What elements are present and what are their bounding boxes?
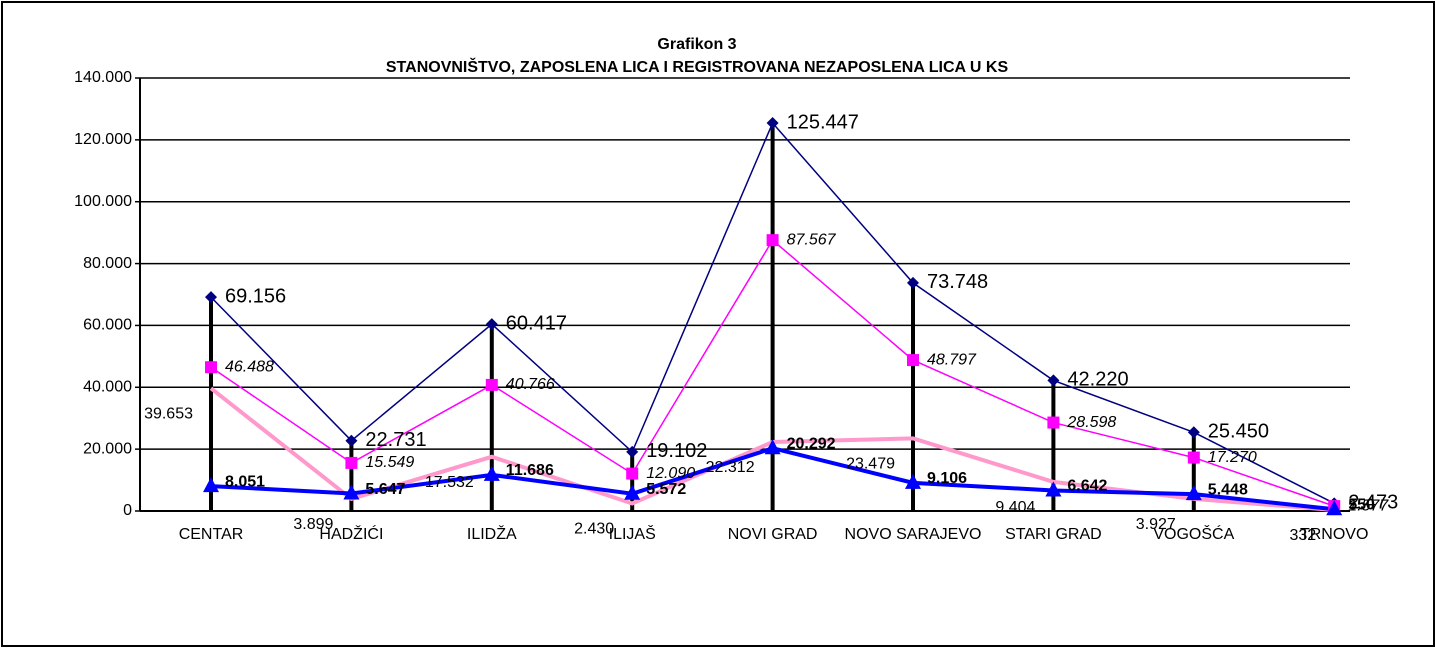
marker <box>1187 451 1200 464</box>
data-label: 73.748 <box>927 271 988 293</box>
data-label: 9.404 <box>995 499 1035 516</box>
data-label: 28.598 <box>1066 414 1116 431</box>
data-label: 69.156 <box>225 285 286 307</box>
data-label: 5.448 <box>1208 481 1248 498</box>
marker <box>345 434 358 447</box>
data-label: 20.292 <box>787 435 836 452</box>
data-label: 332 <box>1289 527 1316 544</box>
x-tick-label: CENTAR <box>179 526 244 543</box>
marker <box>1326 500 1343 516</box>
y-tick-label: 20.000 <box>83 440 132 457</box>
x-tick-label: HADŽIĆI <box>319 524 383 543</box>
marker <box>205 291 217 304</box>
data-label: 11.686 <box>506 462 554 479</box>
marker <box>624 484 641 500</box>
data-label: 3.899 <box>293 516 333 533</box>
data-label: 40.766 <box>506 376 555 393</box>
y-tick-label: 60.000 <box>83 317 132 334</box>
chart-subtitle: STANOVNIŠTVO, ZAPOSLENA LICA I REGISTROV… <box>386 57 1009 76</box>
marker <box>1185 485 1202 501</box>
marker <box>1045 481 1062 497</box>
data-label: 5.647 <box>365 481 405 498</box>
data-label: 17.270 <box>1208 449 1257 466</box>
chart-title: Grafikon 3 <box>657 36 736 53</box>
marker <box>345 456 358 469</box>
marker <box>766 234 779 247</box>
x-tick-label: NOVO SARAJEVO <box>845 526 982 543</box>
x-tick-label: TRNOVO <box>1300 526 1368 543</box>
data-label: 22.312 <box>706 459 755 476</box>
data-label: 6.642 <box>1067 478 1107 495</box>
marker <box>626 467 639 480</box>
data-label: 25.450 <box>1208 421 1269 443</box>
marker <box>205 361 217 374</box>
x-tick-label: VOGOŠĆA <box>1153 524 1234 543</box>
data-label: 1.577 <box>1348 497 1389 514</box>
marker <box>1187 426 1200 439</box>
data-label: 9.106 <box>927 470 967 487</box>
data-label: 15.549 <box>365 454 414 471</box>
marker <box>907 354 919 367</box>
x-tick-label: NOVI GRAD <box>728 526 818 543</box>
marker <box>485 378 498 391</box>
marker <box>203 477 219 493</box>
data-label: 550 <box>1348 497 1375 514</box>
marker <box>343 484 360 500</box>
data-label: 2.430 <box>574 521 614 538</box>
x-tick-label: STARI GRAD <box>1005 526 1102 543</box>
data-label: 48.797 <box>927 351 977 368</box>
data-label: 60.417 <box>506 312 567 334</box>
y-tick-label: 0 <box>123 502 132 519</box>
x-tick-label: ILIJAŠ <box>609 524 656 543</box>
data-label: 17.532 <box>425 474 474 491</box>
y-tick-label: 40.000 <box>83 379 132 396</box>
data-label: 19.102 <box>646 440 707 462</box>
marker <box>764 439 781 455</box>
marker <box>626 445 639 458</box>
data-label: 5.572 <box>646 481 686 498</box>
data-label: 42.220 <box>1067 369 1128 391</box>
data-label: 2.473 <box>1348 492 1398 514</box>
data-label: 12.090 <box>646 465 695 482</box>
marker <box>1047 374 1060 387</box>
data-label: 8.051 <box>225 473 265 490</box>
data-label: 3.927 <box>1136 516 1176 533</box>
marker <box>1047 416 1060 429</box>
data-label: 22.731 <box>365 429 426 451</box>
x-tick-label: ILIDŽA <box>467 524 517 543</box>
y-tick-label: 100.000 <box>74 193 132 210</box>
data-label: 39.653 <box>144 406 193 423</box>
y-tick-label: 140.000 <box>74 69 132 86</box>
marker <box>766 117 779 130</box>
data-label: 125.447 <box>787 111 859 133</box>
data-label: 46.488 <box>225 358 274 375</box>
data-label: 87.567 <box>787 231 837 248</box>
data-label: 23.479 <box>846 456 895 473</box>
marker <box>905 473 921 489</box>
y-tick-label: 80.000 <box>83 255 132 272</box>
marker <box>483 465 500 481</box>
marker <box>907 276 919 289</box>
y-tick-label: 120.000 <box>74 131 132 148</box>
marker <box>485 318 498 331</box>
